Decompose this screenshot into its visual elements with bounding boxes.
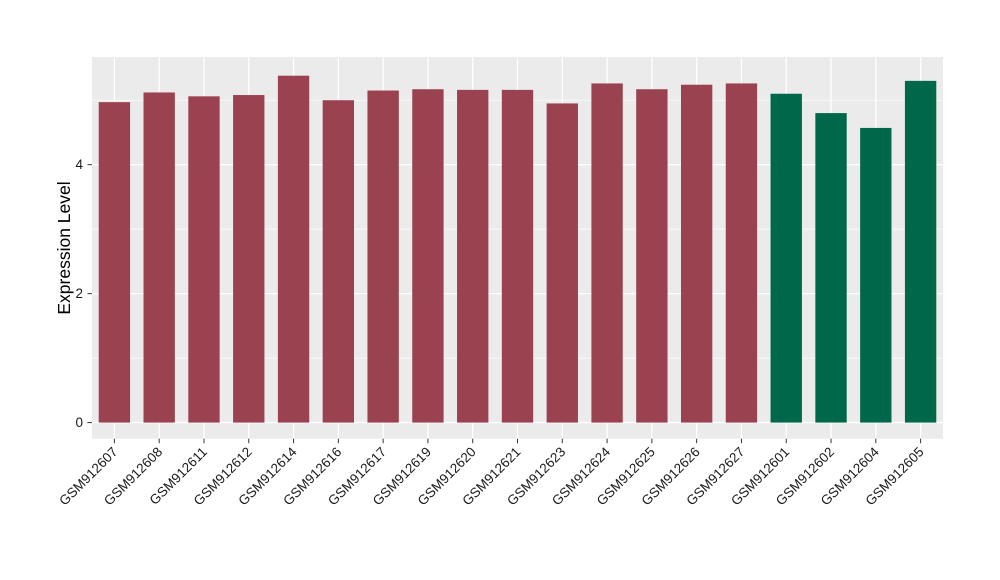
- bar-GSM912625: [636, 89, 668, 423]
- axis-tick-marks: [87, 164, 922, 444]
- bar-GSM912614: [277, 75, 310, 423]
- bar-GSM912601: [770, 93, 802, 423]
- y-tick-label-0: 0: [75, 415, 83, 430]
- x-axis-labels: GSM912607GSM912608GSM912611GSM912612GSM9…: [56, 444, 926, 509]
- y-axis-labels: 0 2 4: [75, 157, 83, 430]
- bar-GSM912621: [501, 89, 534, 423]
- y-tick-label-4: 4: [75, 157, 83, 172]
- bar-GSM912616: [322, 100, 355, 423]
- y-axis-title: Expression Level: [54, 181, 74, 314]
- bar-GSM912611: [188, 96, 220, 423]
- bar-GSM912619: [412, 89, 444, 423]
- bar-GSM912627: [725, 83, 758, 423]
- bar-GSM912624: [591, 83, 623, 423]
- y-tick-label-2: 2: [75, 286, 83, 301]
- bar-GSM912607: [98, 102, 131, 423]
- bars: [98, 75, 937, 423]
- bar-GSM912608: [143, 92, 175, 423]
- bar-GSM912604: [860, 127, 892, 423]
- bar-GSM912605: [904, 80, 937, 423]
- bar-GSM912623: [546, 103, 578, 423]
- bar-GSM912617: [367, 90, 399, 423]
- bar-GSM912612: [233, 95, 265, 423]
- bar-GSM912620: [457, 89, 489, 423]
- bar-GSM912626: [680, 84, 713, 423]
- bar-GSM912602: [815, 113, 847, 423]
